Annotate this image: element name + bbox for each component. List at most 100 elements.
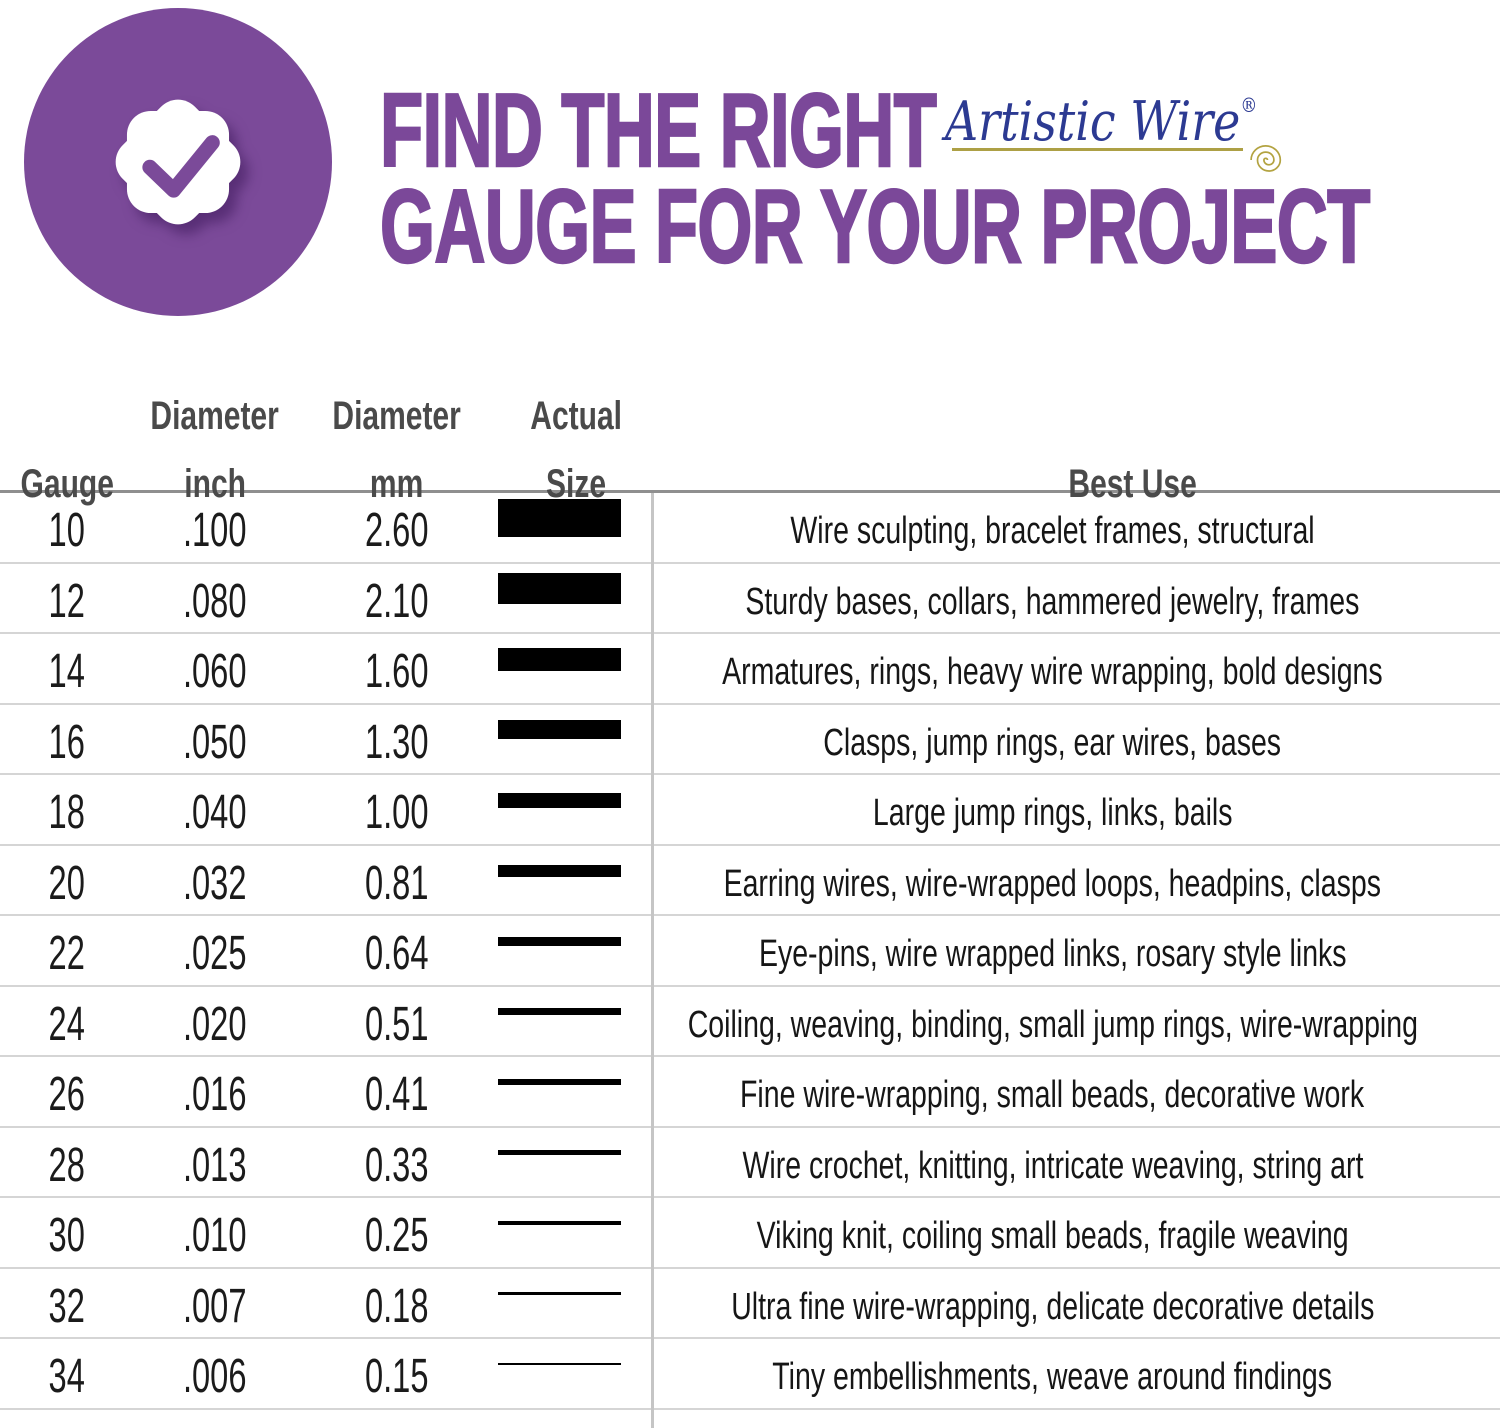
diameter-mm-cell-text: 0.41 [365,1068,429,1122]
table-row: 12 .080 2.10 Sturdy bases, collars, hammere… [0,564,1500,634]
gauge-cell-text: 12 [48,574,86,628]
gauge-cell: 32 [0,1279,134,1330]
best-use-cell-text: Coiling, weaving, binding, small jump ri… [687,1003,1418,1046]
best-use-cell: Large jump rings, links, bails [655,790,1500,832]
gauge-cell-text: 16 [48,715,86,769]
best-use-cell: Armatures, rings, heavy wire wrapping, b… [655,649,1500,691]
title-line-1: FIND THE RIGHT [379,73,938,189]
diameter-mm-cell-text: 0.81 [365,856,429,910]
gauge-cell: 14 [0,644,134,696]
diameter-inch-cell-text: .006 [183,1350,247,1404]
actual-size-cell [498,499,655,546]
actual-size-cell [498,1292,655,1304]
gauge-cell: 20 [0,856,134,907]
table-row: 30 .010 0.25 Viking knit, coiling small bea… [0,1198,1500,1269]
diameter-inch-cell: .060 [134,644,296,696]
table-header: Gauge Diameter inch Diameter mm Actual S… [0,368,1500,504]
best-use-cell-text: Sturdy bases, collars, hammered jewelry,… [745,580,1360,623]
gauge-cell-text: 34 [48,1350,86,1404]
best-use-cell: Wire crochet, knitting, intricate weavin… [655,1143,1500,1185]
diameter-inch-cell: .013 [134,1138,296,1189]
diameter-mm-cell-text: 0.33 [365,1138,429,1192]
spiral-icon [1250,145,1282,172]
diameter-inch-cell: .080 [134,574,296,625]
gauge-cell-text: 20 [48,856,86,910]
best-use-cell-text: Armatures, rings, heavy wire wrapping, b… [722,651,1383,694]
wire-size-bar [498,1150,621,1156]
diameter-mm-cell-text: 0.25 [365,1209,429,1263]
table-row: 18 .040 1.00 Large jump rings, links, bails [0,775,1500,846]
diameter-inch-cell-text: .007 [183,1279,247,1333]
best-use-cell: Sturdy bases, collars, hammered jewelry,… [655,579,1500,621]
best-use-cell-text: Fine wire-wrapping, small beads, decorat… [740,1074,1365,1117]
diameter-mm-cell-text: 2.10 [365,574,429,628]
best-use-cell: Viking knit, coiling small beads, fragil… [655,1213,1500,1255]
actual-size-cell [498,1221,655,1234]
wire-size-bar [498,1221,621,1226]
diameter-mm-cell: 2.60 [296,503,498,555]
diameter-inch-cell: .050 [134,715,296,766]
diameter-inch-cell: .007 [134,1279,296,1330]
best-use-cell: Coiling, weaving, binding, small jump ri… [655,1002,1500,1044]
best-use-cell: Eye-pins, wire wrapped links, rosary sty… [655,931,1500,973]
title-line-2: GAUGE FOR YOUR PROJECT [379,168,1371,285]
best-use-cell: Earring wires, wire-wrapped loops, headp… [655,861,1500,903]
diameter-inch-cell: .016 [134,1067,296,1119]
wire-size-bar [498,936,621,946]
check-seal-icon [115,99,241,225]
page-title: FIND THE RIGHT GAUGE FOR YOUR PROJECT [379,73,1500,285]
diameter-inch-cell-text: .100 [183,504,247,558]
column-header-best-use: Best Use [1068,462,1197,506]
table-row: 28 .013 0.33 Wire crochet, knitting, intric… [0,1128,1500,1198]
actual-size-cell [498,1150,655,1164]
diameter-inch-cell: .100 [134,503,296,555]
table-row: 20 .032 0.81 Earring wires, wire-wrapped lo… [0,846,1500,916]
table-row: 16 .050 1.30 Clasps, jump rings, ear wires,… [0,705,1500,775]
actual-size-cell [498,792,655,817]
column-header-gauge: Gauge [20,462,114,506]
table-row: 32 .007 0.18 Ultra fine wire-wrapping, deli… [0,1269,1500,1339]
gauge-cell-text: 32 [48,1279,86,1333]
best-use-cell: Tiny embellishments, weave around findin… [655,1354,1500,1396]
wire-size-bar [498,792,621,808]
column-header-diameter-inch: Diameter inch [150,394,280,506]
gauge-cell-text: 18 [48,786,86,840]
wire-size-bar [498,573,621,605]
diameter-inch-cell: .010 [134,1208,296,1260]
gauge-cell: 26 [0,1067,134,1119]
diameter-inch-cell-text: .025 [183,927,247,981]
table-row: 24 .020 0.51 Coiling, weaving, binding, sma… [0,987,1500,1057]
gauge-cell: 22 [0,926,134,978]
diameter-mm-cell: 0.15 [296,1349,498,1401]
diameter-mm-cell-text: 0.64 [365,927,429,981]
best-use-cell-text: Wire sculpting, bracelet frames, structu… [790,510,1315,553]
diameter-mm-cell: 0.25 [296,1208,498,1260]
diameter-inch-cell-text: .040 [183,786,247,840]
gauge-cell-text: 24 [48,997,86,1051]
badge [24,8,332,316]
brand-underline [952,148,1243,151]
table-row: 22 .025 0.64 Eye-pins, wire wrapped links, … [0,916,1500,987]
wire-size-bar [498,647,621,671]
gauge-cell-text: 14 [48,645,86,699]
diameter-inch-cell: .025 [134,926,296,978]
column-header-diameter-mm: Diameter mm [332,394,462,506]
diameter-inch-cell-text: .050 [183,715,247,769]
best-use-cell-text: Tiny embellishments, weave around findin… [772,1356,1333,1399]
diameter-mm-cell-text: 2.60 [365,504,429,558]
diameter-mm-cell: 0.64 [296,926,498,978]
table-row: 26 .016 0.41 Fine wire-wrapping, small bead… [0,1057,1500,1128]
gauge-cell-text: 28 [48,1138,86,1192]
best-use-cell: Fine wire-wrapping, small beads, decorat… [655,1072,1500,1114]
diameter-mm-cell: 0.81 [296,856,498,907]
diameter-inch-cell: .006 [134,1349,296,1401]
wire-size-bar [498,864,621,877]
diameter-mm-cell: 0.41 [296,1067,498,1119]
brand-logo: Artistic Wire® [945,90,1345,172]
gauge-cell-text: 26 [48,1068,86,1122]
gauge-cell: 34 [0,1349,134,1401]
actual-size-cell [498,573,655,613]
diameter-inch-cell: .040 [134,785,296,837]
best-use-cell: Ultra fine wire-wrapping, delicate decor… [655,1284,1500,1326]
diameter-inch-cell-text: .032 [183,856,247,910]
